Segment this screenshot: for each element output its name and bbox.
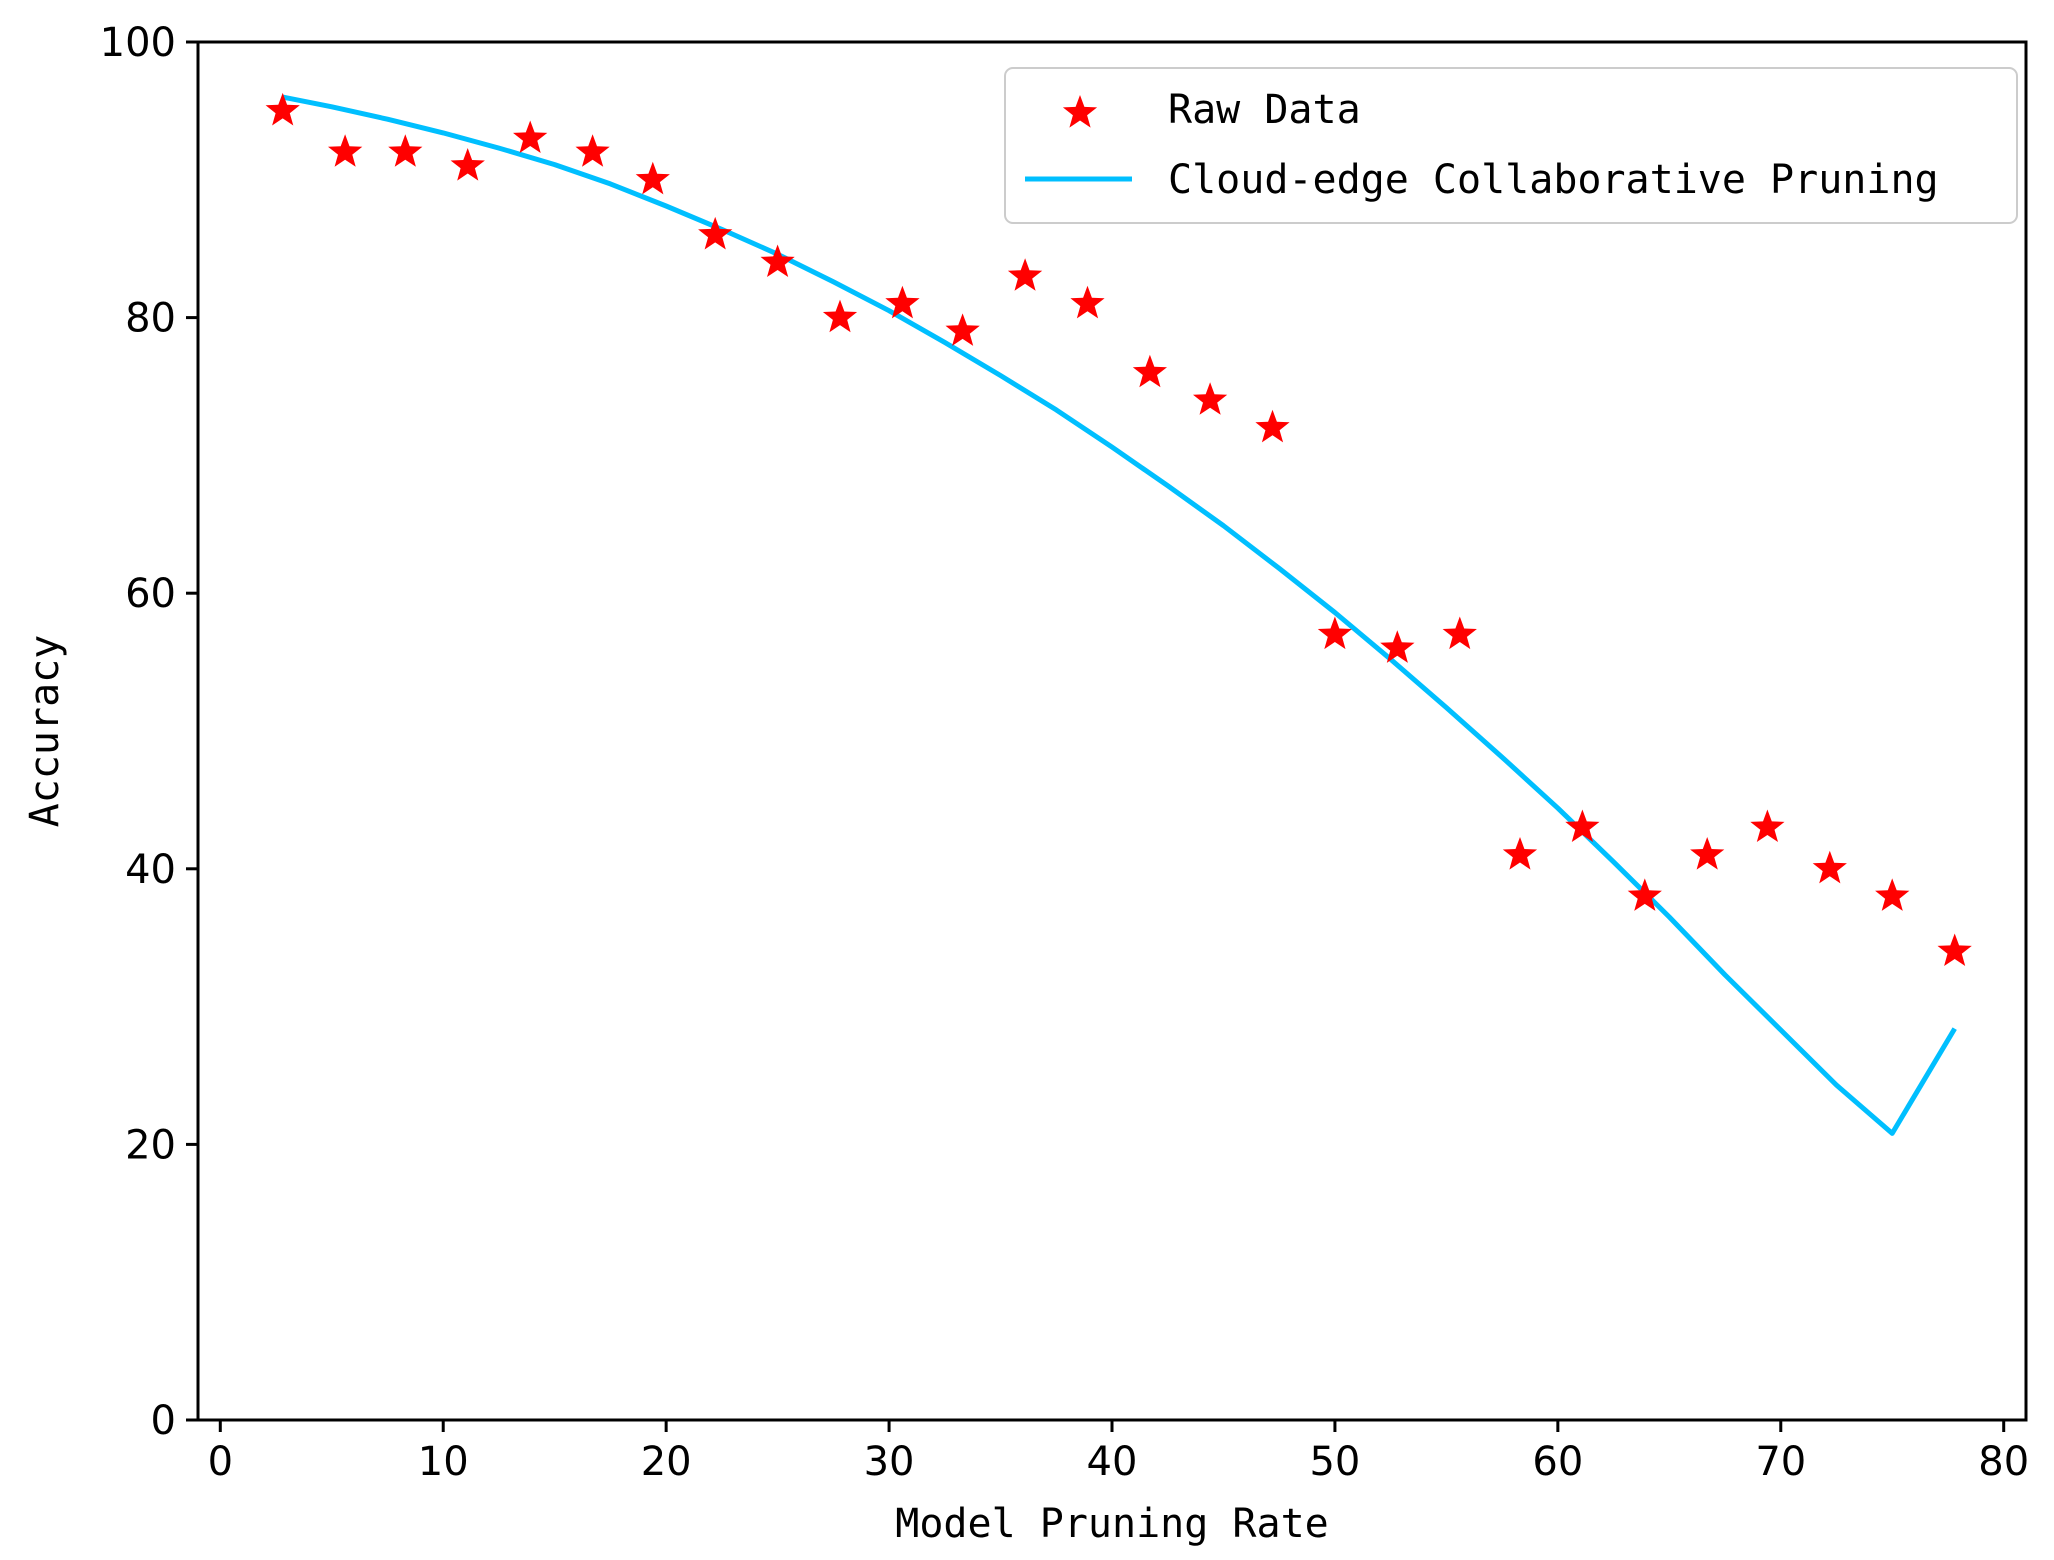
legend-label-raw-data: Raw Data bbox=[1168, 87, 1361, 133]
data-point-star bbox=[1255, 409, 1290, 443]
data-point-star bbox=[635, 161, 670, 195]
x-tick-label: 40 bbox=[1087, 1439, 1138, 1485]
y-tick-label: 0 bbox=[151, 1398, 176, 1444]
x-tick-label: 0 bbox=[208, 1439, 233, 1485]
x-tick-label: 80 bbox=[1978, 1439, 2029, 1485]
x-axis-ticks: 0 10 20 30 40 50 60 70 80 bbox=[208, 1420, 2029, 1485]
x-tick-label: 10 bbox=[418, 1439, 469, 1485]
x-tick-label: 30 bbox=[864, 1439, 915, 1485]
fit-line bbox=[282, 94, 1957, 1136]
y-tick-label: 100 bbox=[100, 20, 176, 66]
legend: Raw Data Cloud-edge Collaborative Prunin… bbox=[1004, 67, 2018, 224]
data-point-star bbox=[760, 244, 795, 277]
x-tick-label: 70 bbox=[1755, 1439, 1806, 1485]
data-point-star bbox=[450, 148, 485, 181]
legend-label-fit-line: Cloud-edge Collaborative Pruning bbox=[1168, 157, 1939, 203]
data-point-star bbox=[1502, 837, 1538, 870]
data-point-star bbox=[1812, 850, 1847, 884]
y-tick-label: 20 bbox=[125, 1122, 176, 1168]
data-point-star bbox=[1690, 837, 1725, 870]
data-point-star bbox=[575, 134, 610, 167]
data-point-star bbox=[513, 120, 548, 153]
data-point-star bbox=[1070, 285, 1105, 319]
y-tick-label: 60 bbox=[125, 571, 176, 617]
data-point-star bbox=[388, 134, 423, 167]
data-point-star bbox=[1317, 616, 1352, 650]
data-point-star bbox=[1750, 809, 1785, 842]
legend-box bbox=[1004, 67, 2018, 224]
x-tick-label: 50 bbox=[1309, 1439, 1360, 1485]
data-point-star bbox=[885, 285, 920, 319]
y-tick-label: 80 bbox=[125, 296, 176, 342]
x-tick-label: 20 bbox=[641, 1439, 692, 1485]
series-layer bbox=[265, 92, 1972, 1136]
data-point-star bbox=[822, 299, 858, 333]
x-axis-title: Model Pruning Rate bbox=[895, 1501, 1328, 1547]
data-point-star bbox=[1627, 878, 1662, 911]
x-tick-label: 60 bbox=[1532, 1439, 1583, 1485]
data-point-star bbox=[1380, 630, 1415, 663]
data-point-star bbox=[1442, 616, 1477, 650]
data-point-star bbox=[945, 313, 980, 346]
plot-frame bbox=[196, 40, 2028, 1422]
data-point-star bbox=[1937, 933, 1972, 966]
data-point-star bbox=[1007, 258, 1043, 291]
y-tick-label: 40 bbox=[125, 847, 176, 893]
data-point-star bbox=[1132, 354, 1167, 388]
data-point-star bbox=[328, 134, 363, 167]
data-point-star bbox=[1193, 382, 1228, 415]
legend-star-marker bbox=[1062, 95, 1098, 128]
data-point-star bbox=[265, 92, 300, 126]
y-axis-title: Accuracy bbox=[22, 635, 68, 828]
y-axis-ticks: 0 20 40 60 80 100 bbox=[100, 20, 198, 1444]
data-point-star bbox=[1565, 809, 1600, 842]
data-point-star bbox=[1875, 878, 1910, 911]
data-point-star bbox=[698, 216, 733, 250]
